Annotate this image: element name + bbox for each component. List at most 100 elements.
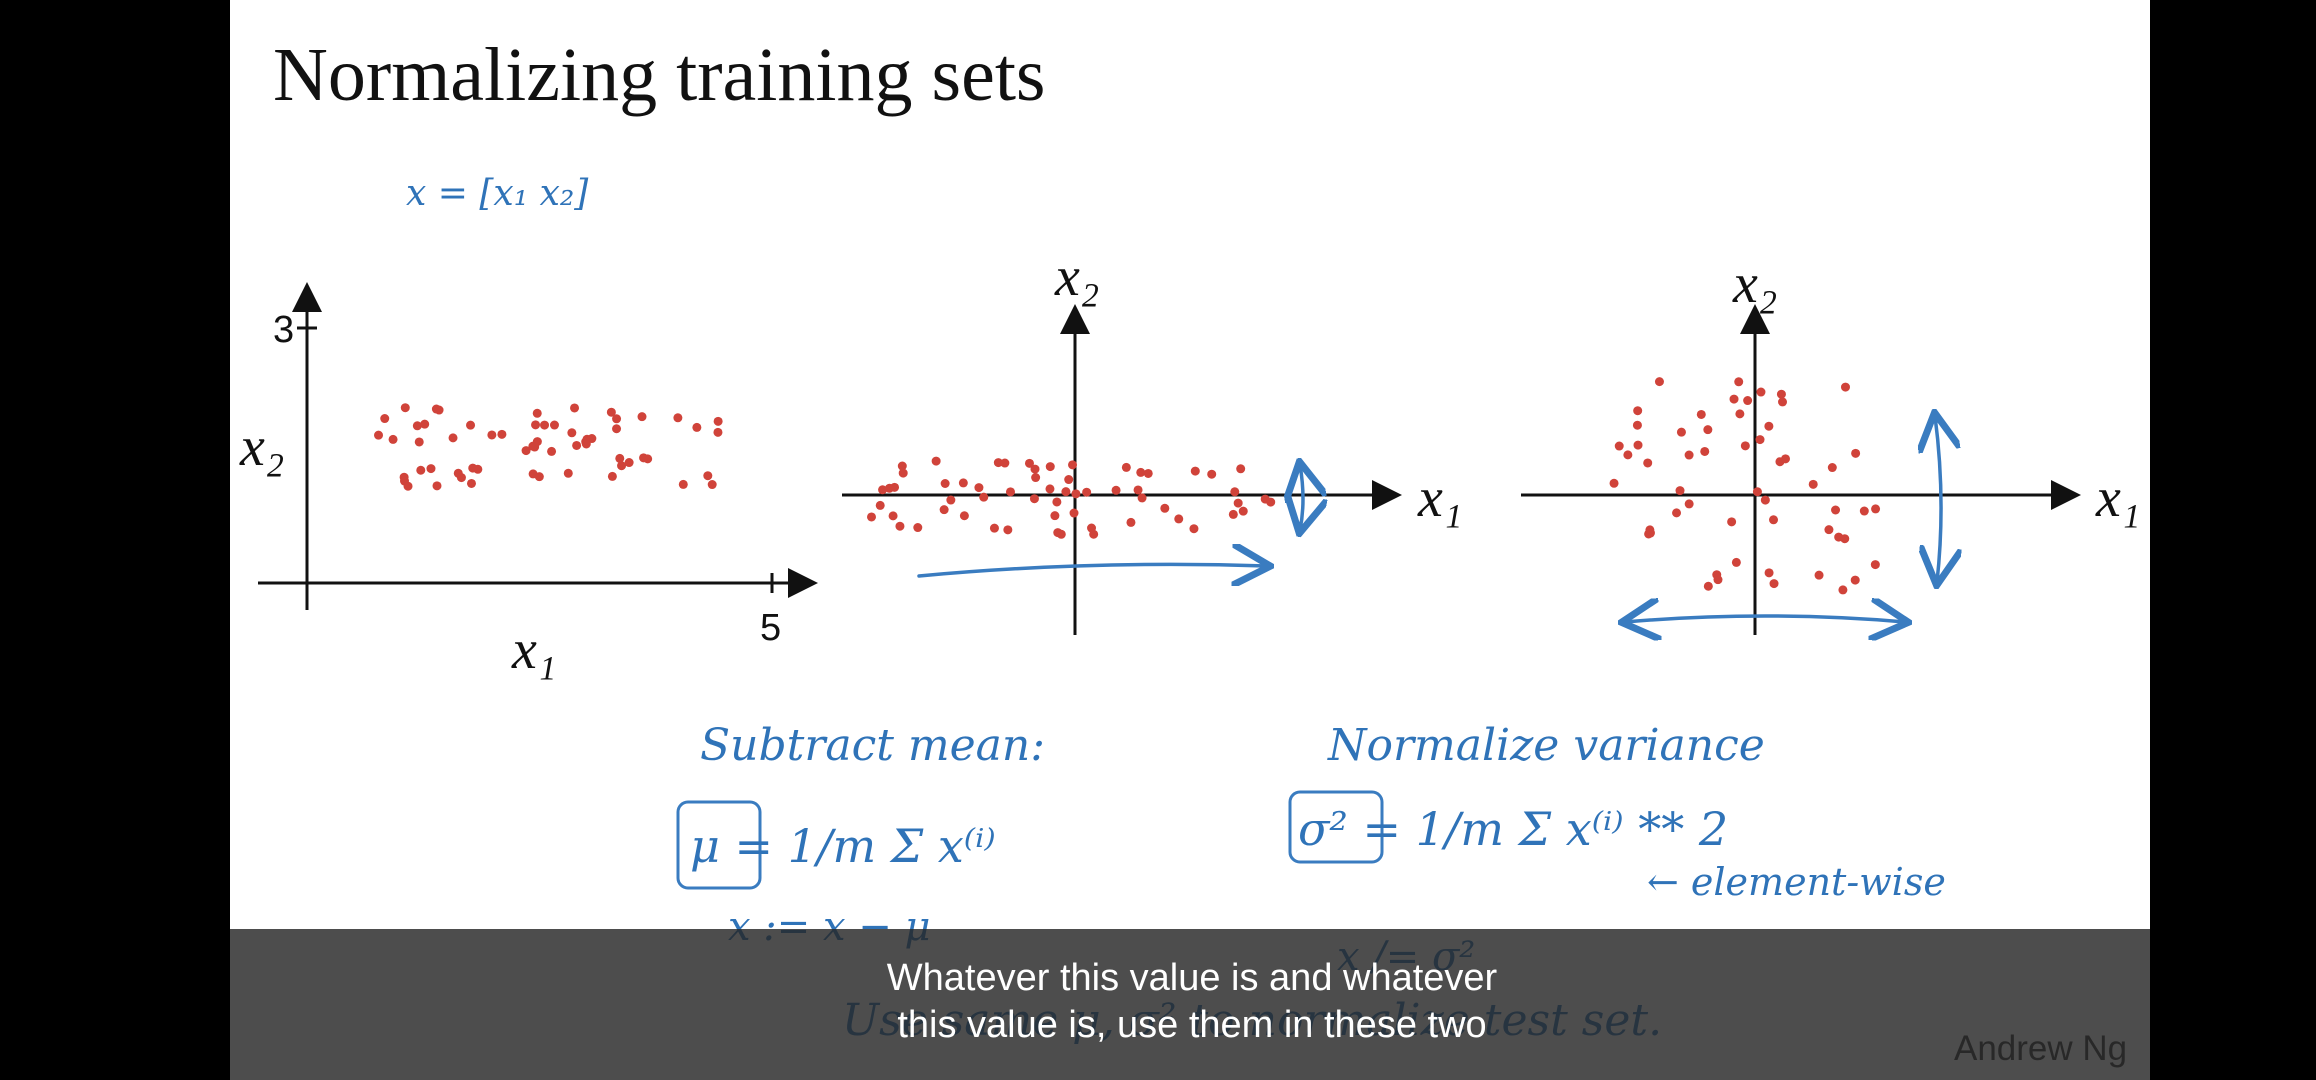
scatter-dot [1703,581,1713,591]
scatter-dot [707,480,717,490]
scatter-dot [617,461,627,471]
scatter-dot [1228,509,1238,519]
slide [230,0,2150,1080]
caption-line: Whatever this value is and whatever [887,957,1498,999]
scatter-dot [1700,446,1710,456]
scatter-dot [431,404,441,414]
scatter-dot [1734,377,1744,387]
scatter-dot [615,453,625,463]
scatter-dot [1764,421,1774,431]
scatter-dot [624,458,634,468]
scatter-dot [547,446,557,456]
scatter-dot [888,511,898,521]
scatter-dot [1752,487,1762,497]
scatter-dot [612,414,622,424]
scatter-dot [1645,525,1655,535]
scatter-dot [1743,396,1753,406]
scatter-dot [581,439,591,449]
formula: μ = 1/m Σ x⁽ⁱ⁾ [690,819,996,873]
scatter-dot [895,521,905,531]
scatter-dot [1831,505,1841,515]
scatter-dot [1071,489,1081,499]
scatter-dot [875,500,885,510]
y-tick-label: 3 [273,309,294,351]
scatter-dot [1003,525,1013,535]
scatter-dot [692,422,702,432]
scatter-dot [420,419,430,429]
scatter-dot [426,464,436,474]
scatter-dot [637,412,647,422]
scatter-dot [1633,406,1643,416]
scatter-dot [1160,503,1170,513]
scatter-dot [1238,506,1248,516]
scatter-dot [1712,570,1722,580]
scatter-dot [1851,448,1861,458]
scatter-dot [1121,462,1131,472]
scatter-dot [549,420,559,430]
scatter-dot [1764,568,1774,578]
scatter-dot [1614,441,1624,451]
scatter-dot [1684,450,1694,460]
scatter-dot [1633,440,1643,450]
scatter-dot [1024,458,1034,468]
scatter-dot [1143,468,1153,478]
scatter-dot [1778,397,1788,407]
scatter-dot [1850,575,1860,585]
scatter-dot [540,420,550,430]
scatter-dot [1137,493,1147,503]
scatter-dot [1870,560,1880,570]
scatter-dot [678,479,688,489]
scatter-dot [1174,514,1184,524]
scatter-dot [1230,487,1240,497]
scatter-dot [1189,524,1199,534]
scatter-dot [1675,486,1685,496]
scatter-dot [1859,506,1869,516]
scatter-dot [931,456,941,466]
scatter-dot [1760,495,1770,505]
scatter-dot [468,463,478,473]
scatter-dot [1814,570,1824,580]
scatter-dot [713,427,723,437]
scatter-dot [1089,529,1099,539]
scatter-dot [570,403,580,413]
vector-note: x = [x₁ x₂] [406,173,589,214]
scatter-dot [1740,441,1750,451]
scatter-dot [1056,529,1066,539]
scatter-dot [448,433,458,443]
scatter-dot [1769,515,1779,525]
x-axis-label: x₁ [2095,467,2140,529]
scatter-dot [1727,517,1737,527]
y-axis-label: x₂ [1732,253,1777,315]
scatter-dot [563,468,573,478]
scatter-dot [1780,454,1790,464]
caption-bar [230,929,2150,1080]
scatter-dot [1233,498,1243,508]
scatter-dot [639,453,649,463]
scatter-dot [979,492,989,502]
scatter-dot [1045,462,1055,472]
highlight-box [676,800,762,890]
scatter-dot [1769,579,1779,589]
scatter-dot [1068,460,1078,470]
scatter-dot [1000,458,1010,468]
scatter-dot [534,472,544,482]
scatter-dot [1064,475,1074,485]
scatter-dot [432,481,442,491]
x-axis-label: x₁ [511,619,556,681]
scatter-dot [1776,389,1786,399]
scatter-dot [403,481,413,491]
scatter-dot [1260,494,1270,504]
scatter-dot [1133,485,1143,495]
scatter-dot [1654,377,1664,387]
scatter-dot [1643,458,1653,468]
scatter-dot [1735,409,1745,419]
scatter-dot [487,430,497,440]
scatter-dot [521,446,531,456]
y-axis-label: x₂ [239,416,284,478]
scatter-dot [884,483,894,493]
scatter-dot [1696,409,1706,419]
scatter-dot [612,424,622,434]
scatter-dot [388,434,398,444]
arrow [917,564,1267,576]
